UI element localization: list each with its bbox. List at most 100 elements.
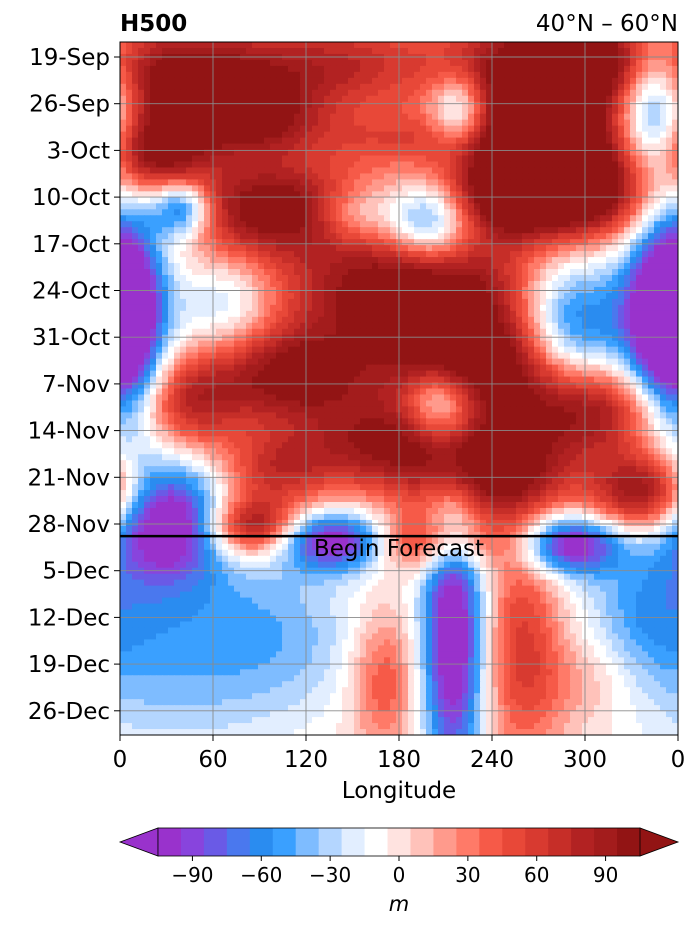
- field-cell: [120, 209, 127, 216]
- field-cell: [192, 263, 199, 270]
- field-cell: [654, 137, 661, 145]
- field-cell: [468, 185, 475, 192]
- field-cell: [384, 155, 391, 163]
- field-cell: [132, 155, 139, 163]
- field-cell: [444, 65, 451, 73]
- field-cell: [240, 161, 247, 169]
- field-cell: [630, 191, 637, 198]
- field-cell: [576, 215, 583, 222]
- field-cell: [174, 358, 181, 366]
- field-cell: [132, 101, 139, 109]
- field-cell: [156, 233, 163, 240]
- field-cell: [366, 149, 373, 157]
- field-cell: [444, 143, 451, 151]
- field-cell: [402, 95, 409, 103]
- field-cell: [252, 143, 259, 151]
- field-cell: [528, 322, 535, 330]
- field-cell: [624, 215, 631, 222]
- field-cell: [372, 83, 379, 91]
- field-cell: [288, 155, 295, 163]
- field-cell: [564, 101, 571, 109]
- field-cell: [570, 328, 577, 336]
- field-cell: [150, 215, 157, 222]
- field-cell: [282, 233, 289, 240]
- field-cell: [510, 137, 517, 145]
- field-cell: [336, 215, 343, 222]
- field-cell: [162, 239, 169, 246]
- field-cell: [624, 113, 631, 121]
- field-cell: [492, 125, 499, 133]
- field-cell: [648, 280, 655, 288]
- field-cell: [408, 209, 415, 216]
- field-cell: [294, 65, 301, 73]
- field-cell: [570, 239, 577, 246]
- field-cell: [510, 310, 517, 318]
- field-cell: [654, 197, 661, 204]
- field-cell: [264, 221, 271, 228]
- field-cell: [660, 197, 667, 204]
- field-cell: [222, 185, 229, 192]
- field-cell: [444, 77, 451, 85]
- field-cell: [126, 179, 133, 186]
- field-cell: [468, 119, 475, 127]
- field-cell: [366, 263, 373, 270]
- field-cell: [594, 137, 601, 145]
- field-cell: [258, 263, 265, 270]
- field-cell: [510, 257, 517, 264]
- field-cell: [366, 358, 373, 366]
- field-cell: [246, 83, 253, 91]
- field-cell: [648, 71, 655, 79]
- field-cell: [204, 161, 211, 169]
- field-cell: [372, 269, 379, 276]
- field-cell: [474, 304, 481, 312]
- field-cell: [402, 322, 409, 330]
- field-cell: [498, 197, 505, 204]
- field-cell: [150, 227, 157, 234]
- field-cell: [660, 263, 667, 270]
- field-cell: [426, 65, 433, 73]
- field-cell: [402, 65, 409, 73]
- field-cell: [654, 161, 661, 169]
- field-cell: [234, 292, 241, 300]
- field-cell: [522, 239, 529, 246]
- field-cell: [468, 274, 475, 282]
- field-cell: [468, 47, 475, 55]
- field-cell: [600, 119, 607, 127]
- field-cell: [648, 292, 655, 300]
- field-cell: [168, 101, 175, 109]
- field-cell: [174, 83, 181, 91]
- field-cell: [198, 310, 205, 318]
- field-cell: [576, 280, 583, 288]
- field-cell: [174, 143, 181, 151]
- field-cell: [252, 65, 259, 73]
- field-cell: [186, 263, 193, 270]
- field-cell: [126, 251, 133, 258]
- field-cell: [282, 197, 289, 204]
- field-cell: [414, 131, 421, 139]
- field-cell: [642, 221, 649, 228]
- field-cell: [150, 203, 157, 210]
- field-cell: [258, 125, 265, 133]
- field-cell: [498, 269, 505, 276]
- field-cell: [294, 179, 301, 186]
- field-cell: [402, 358, 409, 366]
- field-cell: [456, 263, 463, 270]
- field-cell: [234, 274, 241, 282]
- field-cell: [492, 47, 499, 55]
- field-cell: [426, 173, 433, 180]
- field-cell: [432, 89, 439, 97]
- field-cell: [450, 227, 457, 234]
- field-cell: [300, 316, 307, 324]
- field-cell: [654, 42, 661, 49]
- field-cell: [432, 269, 439, 276]
- field-cell: [360, 119, 367, 127]
- field-cell: [402, 233, 409, 240]
- field-cell: [192, 269, 199, 276]
- field-cell: [486, 179, 493, 186]
- field-cell: [264, 245, 271, 252]
- field-cell: [372, 274, 379, 282]
- field-cell: [570, 298, 577, 306]
- field-cell: [384, 197, 391, 204]
- field-cell: [426, 328, 433, 336]
- field-cell: [570, 125, 577, 133]
